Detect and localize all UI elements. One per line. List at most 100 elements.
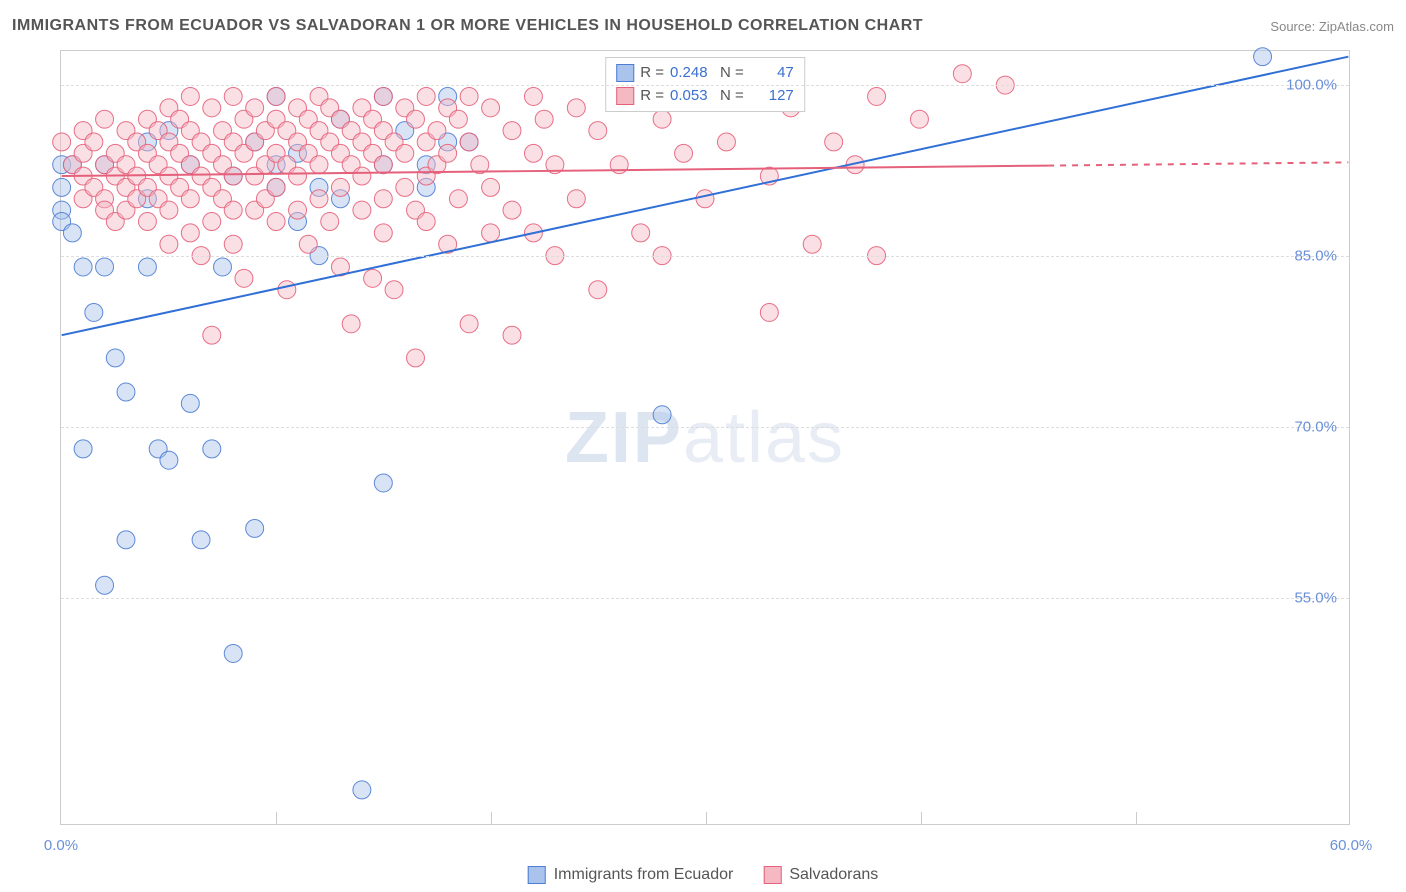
y-tick-label: 85.0%: [1294, 248, 1337, 265]
scatter-point-salvadorans: [160, 235, 178, 253]
legend-label-ecuador: Immigrants from Ecuador: [554, 866, 734, 884]
scatter-point-salvadorans: [417, 87, 435, 105]
scatter-point-salvadorans: [353, 167, 371, 185]
scatter-point-salvadorans: [567, 190, 585, 208]
scatter-point-salvadorans: [653, 110, 671, 128]
scatter-point-salvadorans: [321, 213, 339, 231]
scatter-point-ecuador: [353, 781, 371, 799]
scatter-point-salvadorans: [396, 178, 414, 196]
x-tick-label: 0.0%: [44, 837, 78, 854]
scatter-point-ecuador: [653, 406, 671, 424]
scatter-point-salvadorans: [138, 213, 156, 231]
stat-n-ecuador: 47: [750, 62, 794, 85]
scatter-point-salvadorans: [203, 99, 221, 117]
scatter-point-salvadorans: [760, 303, 778, 321]
scatter-point-ecuador: [224, 645, 242, 663]
scatter-point-ecuador: [96, 576, 114, 594]
scatter-point-salvadorans: [696, 190, 714, 208]
scatter-point-salvadorans: [589, 122, 607, 140]
y-tick-label: 70.0%: [1294, 419, 1337, 436]
scatter-point-salvadorans: [803, 235, 821, 253]
scatter-point-salvadorans: [535, 110, 553, 128]
scatter-point-salvadorans: [203, 213, 221, 231]
scatter-svg: [61, 51, 1349, 824]
scatter-point-ecuador: [117, 531, 135, 549]
scatter-point-salvadorans: [417, 213, 435, 231]
scatter-point-ecuador: [214, 258, 232, 276]
gridline-v: [491, 812, 492, 824]
scatter-point-salvadorans: [267, 87, 285, 105]
scatter-point-salvadorans: [953, 65, 971, 83]
scatter-point-salvadorans: [181, 190, 199, 208]
scatter-point-salvadorans: [331, 178, 349, 196]
scatter-point-salvadorans: [825, 133, 843, 151]
scatter-point-ecuador: [192, 531, 210, 549]
scatter-point-ecuador: [96, 258, 114, 276]
gridline-h: [61, 598, 1349, 599]
scatter-point-ecuador: [74, 440, 92, 458]
scatter-point-salvadorans: [224, 235, 242, 253]
chart-title: IMMIGRANTS FROM ECUADOR VS SALVADORAN 1 …: [12, 17, 923, 35]
scatter-point-salvadorans: [428, 122, 446, 140]
scatter-point-salvadorans: [675, 144, 693, 162]
scatter-point-salvadorans: [407, 349, 425, 367]
scatter-point-salvadorans: [203, 326, 221, 344]
scatter-point-salvadorans: [482, 178, 500, 196]
gridline-h: [61, 85, 1349, 86]
scatter-point-salvadorans: [407, 110, 425, 128]
scatter-point-salvadorans: [96, 110, 114, 128]
gridline-v: [706, 812, 707, 824]
scatter-point-salvadorans: [524, 87, 542, 105]
stats-row-ecuador: R = 0.248 N = 47: [616, 62, 794, 85]
scatter-point-salvadorans: [53, 133, 71, 151]
scatter-point-salvadorans: [374, 190, 392, 208]
y-tick-label: 100.0%: [1286, 77, 1337, 94]
scatter-point-ecuador: [117, 383, 135, 401]
scatter-point-salvadorans: [717, 133, 735, 151]
scatter-point-ecuador: [138, 258, 156, 276]
scatter-point-salvadorans: [460, 315, 478, 333]
scatter-point-salvadorans: [632, 224, 650, 242]
stat-n-salvadorans: 127: [750, 85, 794, 108]
legend-item-salvadorans: Salvadorans: [763, 866, 878, 884]
legend-swatch-salvadorans: [763, 866, 781, 884]
scatter-point-ecuador: [203, 440, 221, 458]
x-tick-label: 60.0%: [1330, 837, 1373, 854]
gridline-v: [921, 812, 922, 824]
scatter-point-ecuador: [1254, 48, 1272, 66]
scatter-point-salvadorans: [278, 281, 296, 299]
scatter-point-salvadorans: [460, 87, 478, 105]
source-name: ZipAtlas.com: [1319, 19, 1394, 34]
swatch-salvadorans: [616, 87, 634, 105]
scatter-point-salvadorans: [353, 201, 371, 219]
scatter-point-salvadorans: [460, 133, 478, 151]
scatter-point-salvadorans: [503, 122, 521, 140]
scatter-point-salvadorans: [503, 201, 521, 219]
scatter-point-salvadorans: [246, 99, 264, 117]
swatch-ecuador: [616, 64, 634, 82]
legend-label-salvadorans: Salvadorans: [789, 866, 878, 884]
scatter-point-salvadorans: [482, 99, 500, 117]
scatter-point-salvadorans: [299, 235, 317, 253]
legend-item-ecuador: Immigrants from Ecuador: [528, 866, 734, 884]
stat-r-label: R =: [640, 62, 664, 85]
scatter-point-salvadorans: [267, 178, 285, 196]
stat-n-label-2: N =: [720, 85, 744, 108]
scatter-point-ecuador: [53, 178, 71, 196]
scatter-point-salvadorans: [374, 156, 392, 174]
title-bar: IMMIGRANTS FROM ECUADOR VS SALVADORAN 1 …: [12, 12, 1394, 40]
scatter-point-salvadorans: [160, 201, 178, 219]
scatter-point-ecuador: [374, 474, 392, 492]
scatter-point-salvadorans: [235, 269, 253, 287]
stat-r-ecuador: 0.248: [670, 62, 714, 85]
scatter-point-salvadorans: [224, 201, 242, 219]
scatter-point-salvadorans: [449, 190, 467, 208]
stats-row-salvadorans: R = 0.053 N = 127: [616, 85, 794, 108]
source-attribution: Source: ZipAtlas.com: [1270, 19, 1394, 34]
stat-n-label: N =: [720, 62, 744, 85]
gridline-h: [61, 427, 1349, 428]
scatter-point-salvadorans: [567, 99, 585, 117]
scatter-point-salvadorans: [310, 156, 328, 174]
gridline-v: [276, 812, 277, 824]
scatter-point-salvadorans: [396, 144, 414, 162]
